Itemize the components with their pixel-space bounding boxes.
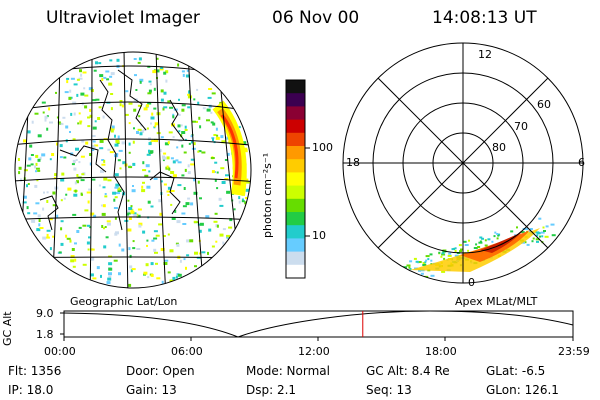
geographic-map <box>14 51 252 289</box>
image-date: 06 Nov 00 <box>272 8 360 28</box>
coastlines <box>39 69 185 231</box>
altitude-plot <box>60 310 574 341</box>
colorbar-tick-100: 100 <box>312 141 333 154</box>
colorbar <box>285 79 310 279</box>
colorbar-tick-10: 10 <box>312 229 326 242</box>
time-tick-1800: 18:00 <box>425 345 457 358</box>
mlt-label-0: 0 <box>468 276 475 289</box>
altitude-tick-9: 9.0 <box>36 307 54 320</box>
mlat-label-60: 60 <box>537 98 551 111</box>
mlat-label-80: 80 <box>492 141 506 154</box>
mlt-label-6: 6 <box>578 156 585 169</box>
door-status: Door: Open <box>126 364 195 378</box>
polar-map <box>342 42 584 284</box>
mlt-label-18: 18 <box>346 156 360 169</box>
apex-caption: Apex MLat/MLT <box>455 295 538 308</box>
dsp-value: Dsp: 2.1 <box>246 383 297 397</box>
flight-number: Flt: 1356 <box>8 364 62 378</box>
time-tick-2359: 23:59 <box>558 345 590 358</box>
image-time: 14:08:13 UT <box>432 8 537 28</box>
orbit-altitude-curve <box>63 310 574 338</box>
altitude-axis-label: GC Alt <box>1 311 14 346</box>
geographic-latitude: GLat: -6.5 <box>486 364 546 378</box>
altitude-tick-1-8: 1.8 <box>36 328 54 341</box>
time-tick-0600: 06:00 <box>171 345 203 358</box>
colorbar-unit-label: photon cm⁻²s⁻¹ <box>261 152 274 238</box>
mode-value: Mode: Normal <box>246 364 330 378</box>
mlt-label-12: 12 <box>478 48 492 61</box>
mlat-label-70: 70 <box>514 120 528 133</box>
gc-altitude: GC Alt: 8.4 Re <box>366 364 450 378</box>
time-tick-0000: 00:00 <box>44 345 76 358</box>
instrument-title: Ultraviolet Imager <box>46 8 200 28</box>
sequence-number: Seq: 13 <box>366 383 412 397</box>
ip-value: IP: 18.0 <box>8 383 54 397</box>
geographic-longitude: GLon: 126.1 <box>486 383 559 397</box>
time-tick-1200: 12:00 <box>298 345 330 358</box>
geographic-caption: Geographic Lat/Lon <box>70 295 178 308</box>
polar-grid <box>342 42 584 284</box>
gain-value: Gain: 13 <box>126 383 177 397</box>
